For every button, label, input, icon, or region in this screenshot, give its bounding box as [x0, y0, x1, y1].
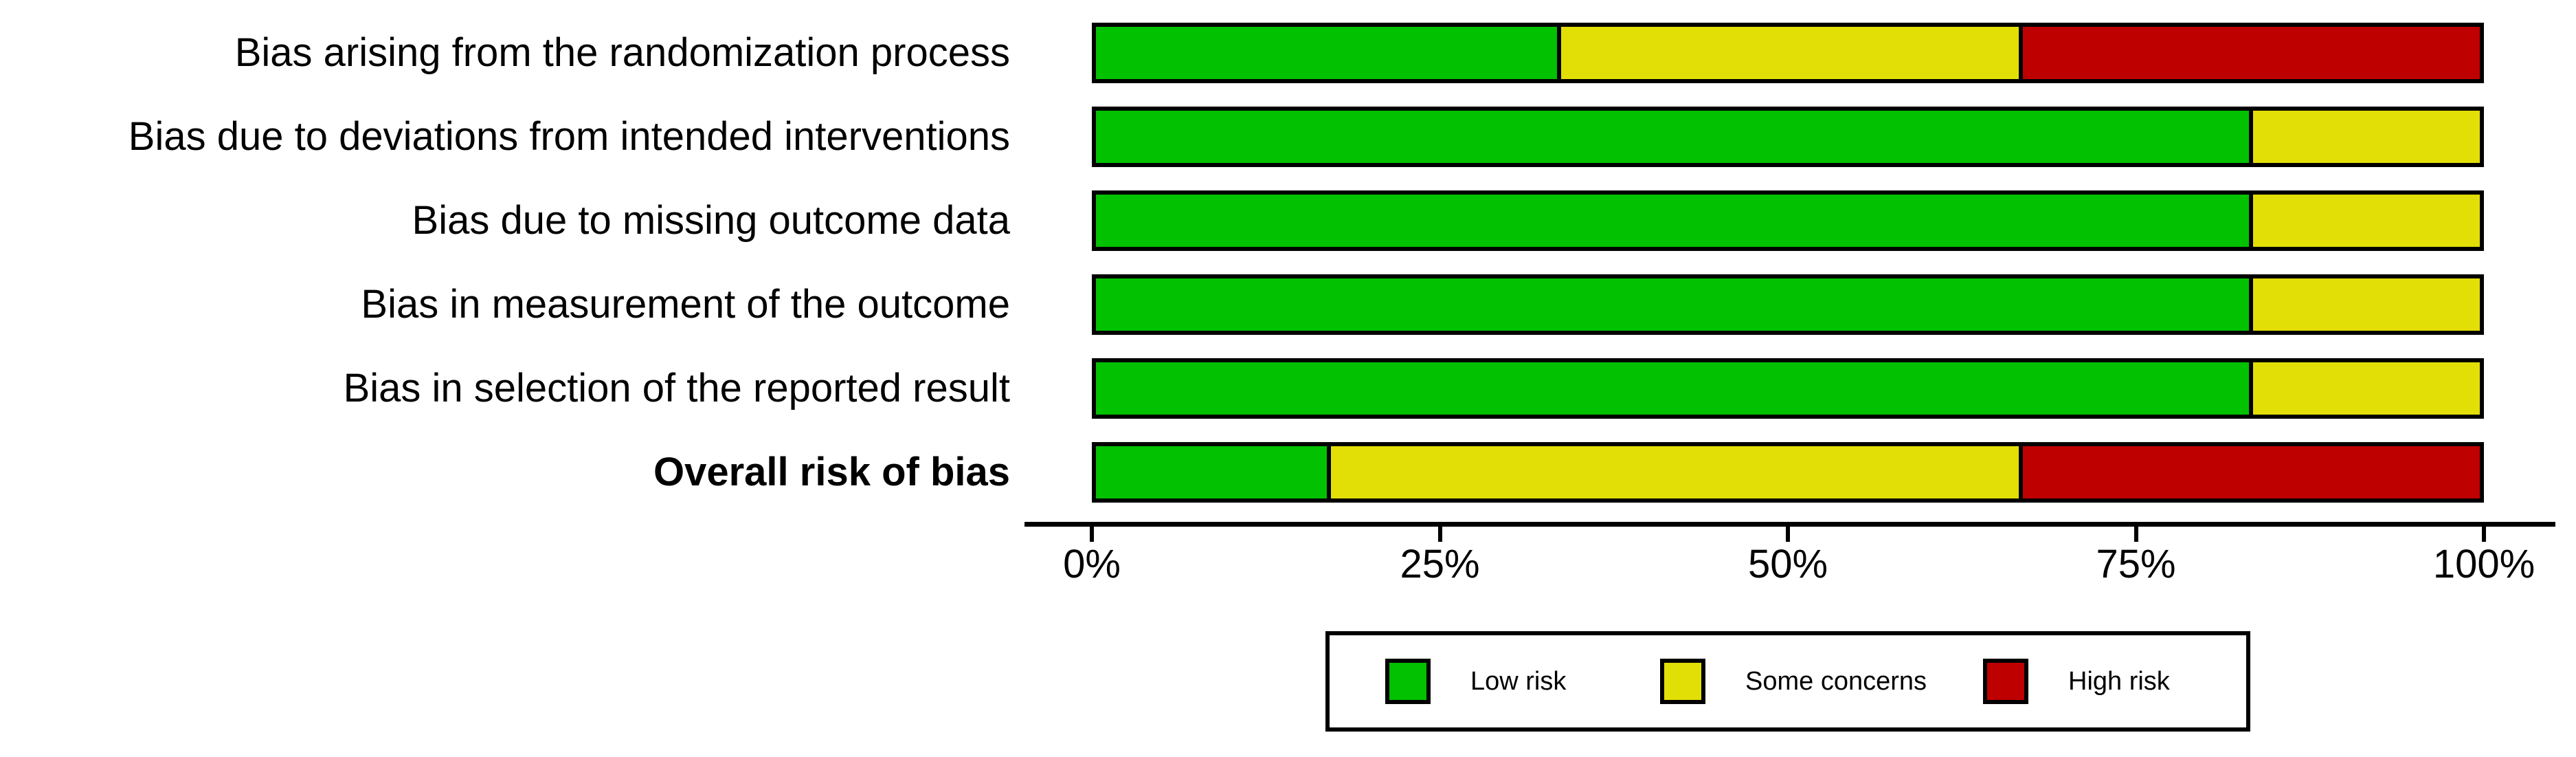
bar-segment-low-risk	[1096, 111, 2250, 163]
x-axis-line	[1024, 522, 2555, 527]
bar-segment-some-concerns	[2249, 362, 2480, 415]
x-axis-tick-1	[1437, 527, 1442, 542]
bar-segment-low-risk	[1096, 195, 2250, 247]
x-axis-tick-4	[2482, 527, 2486, 542]
x-axis-tick-3	[2133, 527, 2138, 542]
bar-segment-low-risk	[1096, 362, 2250, 415]
x-axis-tick-label-3: 75%	[2096, 542, 2176, 586]
x-axis-tick-label-2: 50%	[1747, 542, 1828, 586]
x-axis-tick-label-1: 25%	[1400, 542, 1480, 586]
stacked-bar-5	[1092, 442, 2484, 503]
stacked-bar-3	[1092, 274, 2484, 335]
legend-swatch-icon	[1983, 659, 2028, 704]
bar-segment-some-concerns	[1326, 446, 2019, 498]
bar-segment-some-concerns	[2249, 195, 2480, 247]
row-label-4: Bias in selection of the reported result	[343, 366, 1010, 410]
bar-segment-low-risk	[1096, 278, 2250, 331]
stacked-bar-0	[1092, 23, 2484, 83]
bar-segment-some-concerns	[1557, 27, 2019, 79]
bar-segment-high-risk	[2018, 27, 2480, 79]
row-label-1: Bias due to deviations from intended int…	[128, 114, 1010, 159]
legend-swatch-icon	[1660, 659, 1705, 704]
bar-segment-some-concerns	[2249, 278, 2480, 331]
row-label-5: Overall risk of bias	[653, 450, 1010, 494]
legend-entry-high-risk: High risk	[1983, 635, 2170, 727]
bar-segment-low-risk	[1096, 446, 1327, 498]
row-label-2: Bias due to missing outcome data	[412, 198, 1010, 243]
legend-label: Low risk	[1470, 667, 1567, 696]
x-axis-tick-label-4: 100%	[2432, 542, 2535, 586]
legend-entry-low-risk: Low risk	[1385, 635, 1566, 727]
legend-entry-some-concerns: Some concerns	[1660, 635, 1927, 727]
stacked-bar-2	[1092, 190, 2484, 251]
stacked-bar-1	[1092, 107, 2484, 167]
row-label-0: Bias arising from the randomization proc…	[234, 30, 1010, 75]
bar-segment-low-risk	[1096, 27, 1558, 79]
bar-segment-some-concerns	[2249, 111, 2480, 163]
x-axis-tick-2	[1786, 527, 1790, 542]
x-axis-tick-label-0: 0%	[1063, 542, 1121, 586]
row-label-3: Bias in measurement of the outcome	[361, 282, 1010, 327]
legend: Low risk Some concerns High risk	[1325, 631, 2250, 732]
stacked-bar-4	[1092, 358, 2484, 419]
legend-swatch-icon	[1385, 659, 1431, 704]
x-axis-tick-0	[1090, 527, 1094, 542]
legend-label: High risk	[2068, 667, 2170, 696]
legend-label: Some concerns	[1745, 667, 1927, 696]
bar-segment-high-risk	[2018, 446, 2480, 498]
